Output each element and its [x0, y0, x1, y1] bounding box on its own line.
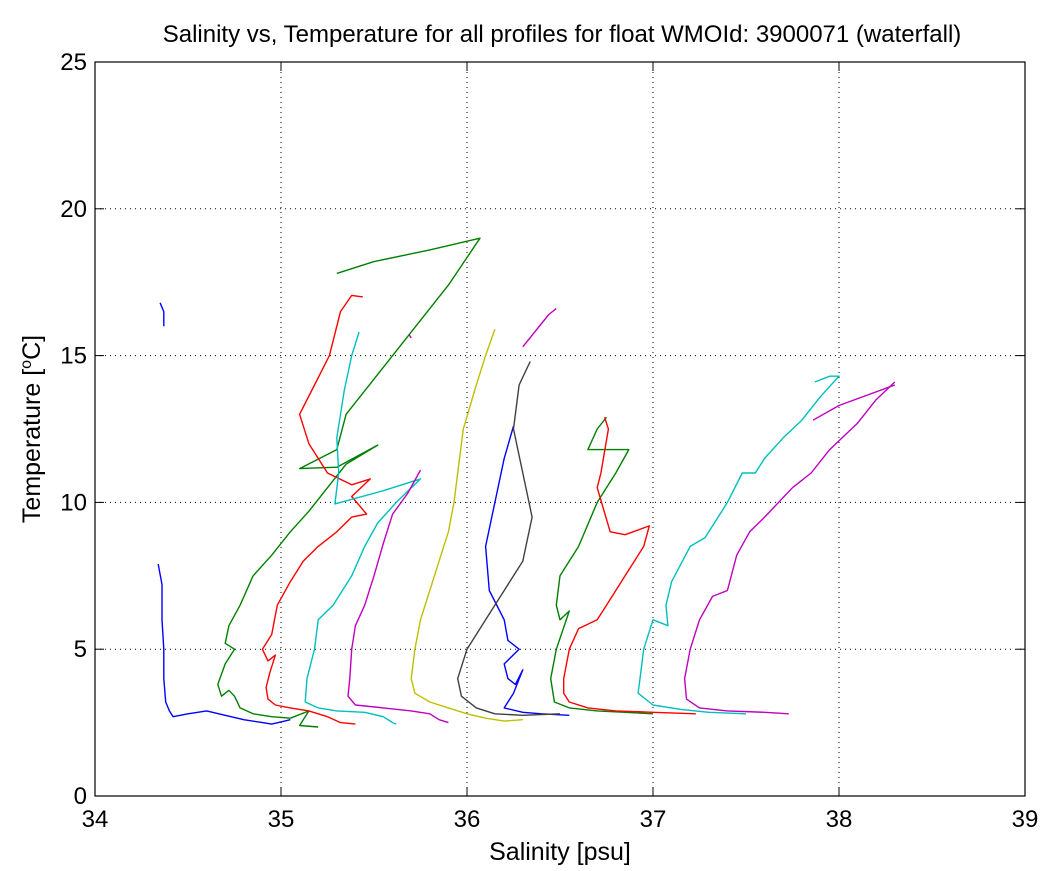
ticks: 34 35 36 37 38 39 0 5 10 15 20 25 — [60, 49, 1038, 833]
profile-line-13 — [563, 417, 696, 715]
series-lines — [157, 237, 896, 728]
x-tick-label: 38 — [826, 806, 853, 833]
y-tick-label: 5 — [74, 636, 87, 663]
y-tick-label: 15 — [60, 343, 87, 370]
y-axis-label-sup: o — [18, 360, 35, 369]
x-tick-label: 35 — [268, 806, 295, 833]
chart-title: Salinity vs, Temperature for all profile… — [163, 21, 962, 48]
profile-line-16 — [812, 384, 896, 421]
y-tick-label: 0 — [74, 783, 87, 810]
y-axis-label-suffix: C] — [18, 335, 46, 360]
profile-line-3 — [217, 237, 481, 728]
x-tick-label: 36 — [454, 806, 481, 833]
y-axis-label-prefix: Temperature [ — [18, 369, 46, 523]
profile-line-15 — [683, 381, 896, 715]
profile-line-9 — [484, 425, 570, 716]
x-tick-label: 39 — [1012, 806, 1039, 833]
profile-line-4 — [261, 294, 371, 725]
profile-line-1 — [159, 302, 165, 327]
y-axis-label: Temperature [oC] — [18, 335, 46, 523]
profile-line-6 — [408, 334, 412, 339]
profile-line-8 — [410, 328, 523, 722]
profile-line-2 — [157, 563, 291, 725]
profile-line-14 — [637, 375, 840, 715]
profile-line-7 — [347, 469, 449, 724]
y-tick-label: 25 — [60, 49, 87, 76]
profile-line-12 — [550, 416, 654, 715]
x-tick-label: 34 — [82, 806, 109, 833]
profile-line-11 — [522, 308, 557, 348]
profile-line-5 — [304, 331, 422, 725]
plot-frame — [94, 61, 1026, 797]
y-tick-label: 20 — [60, 196, 87, 223]
y-tick-label: 10 — [60, 489, 87, 516]
grid — [95, 62, 1025, 796]
x-tick-label: 37 — [640, 806, 667, 833]
x-axis-label: Salinity [psu] — [489, 838, 631, 866]
profile-line-10 — [457, 361, 561, 716]
